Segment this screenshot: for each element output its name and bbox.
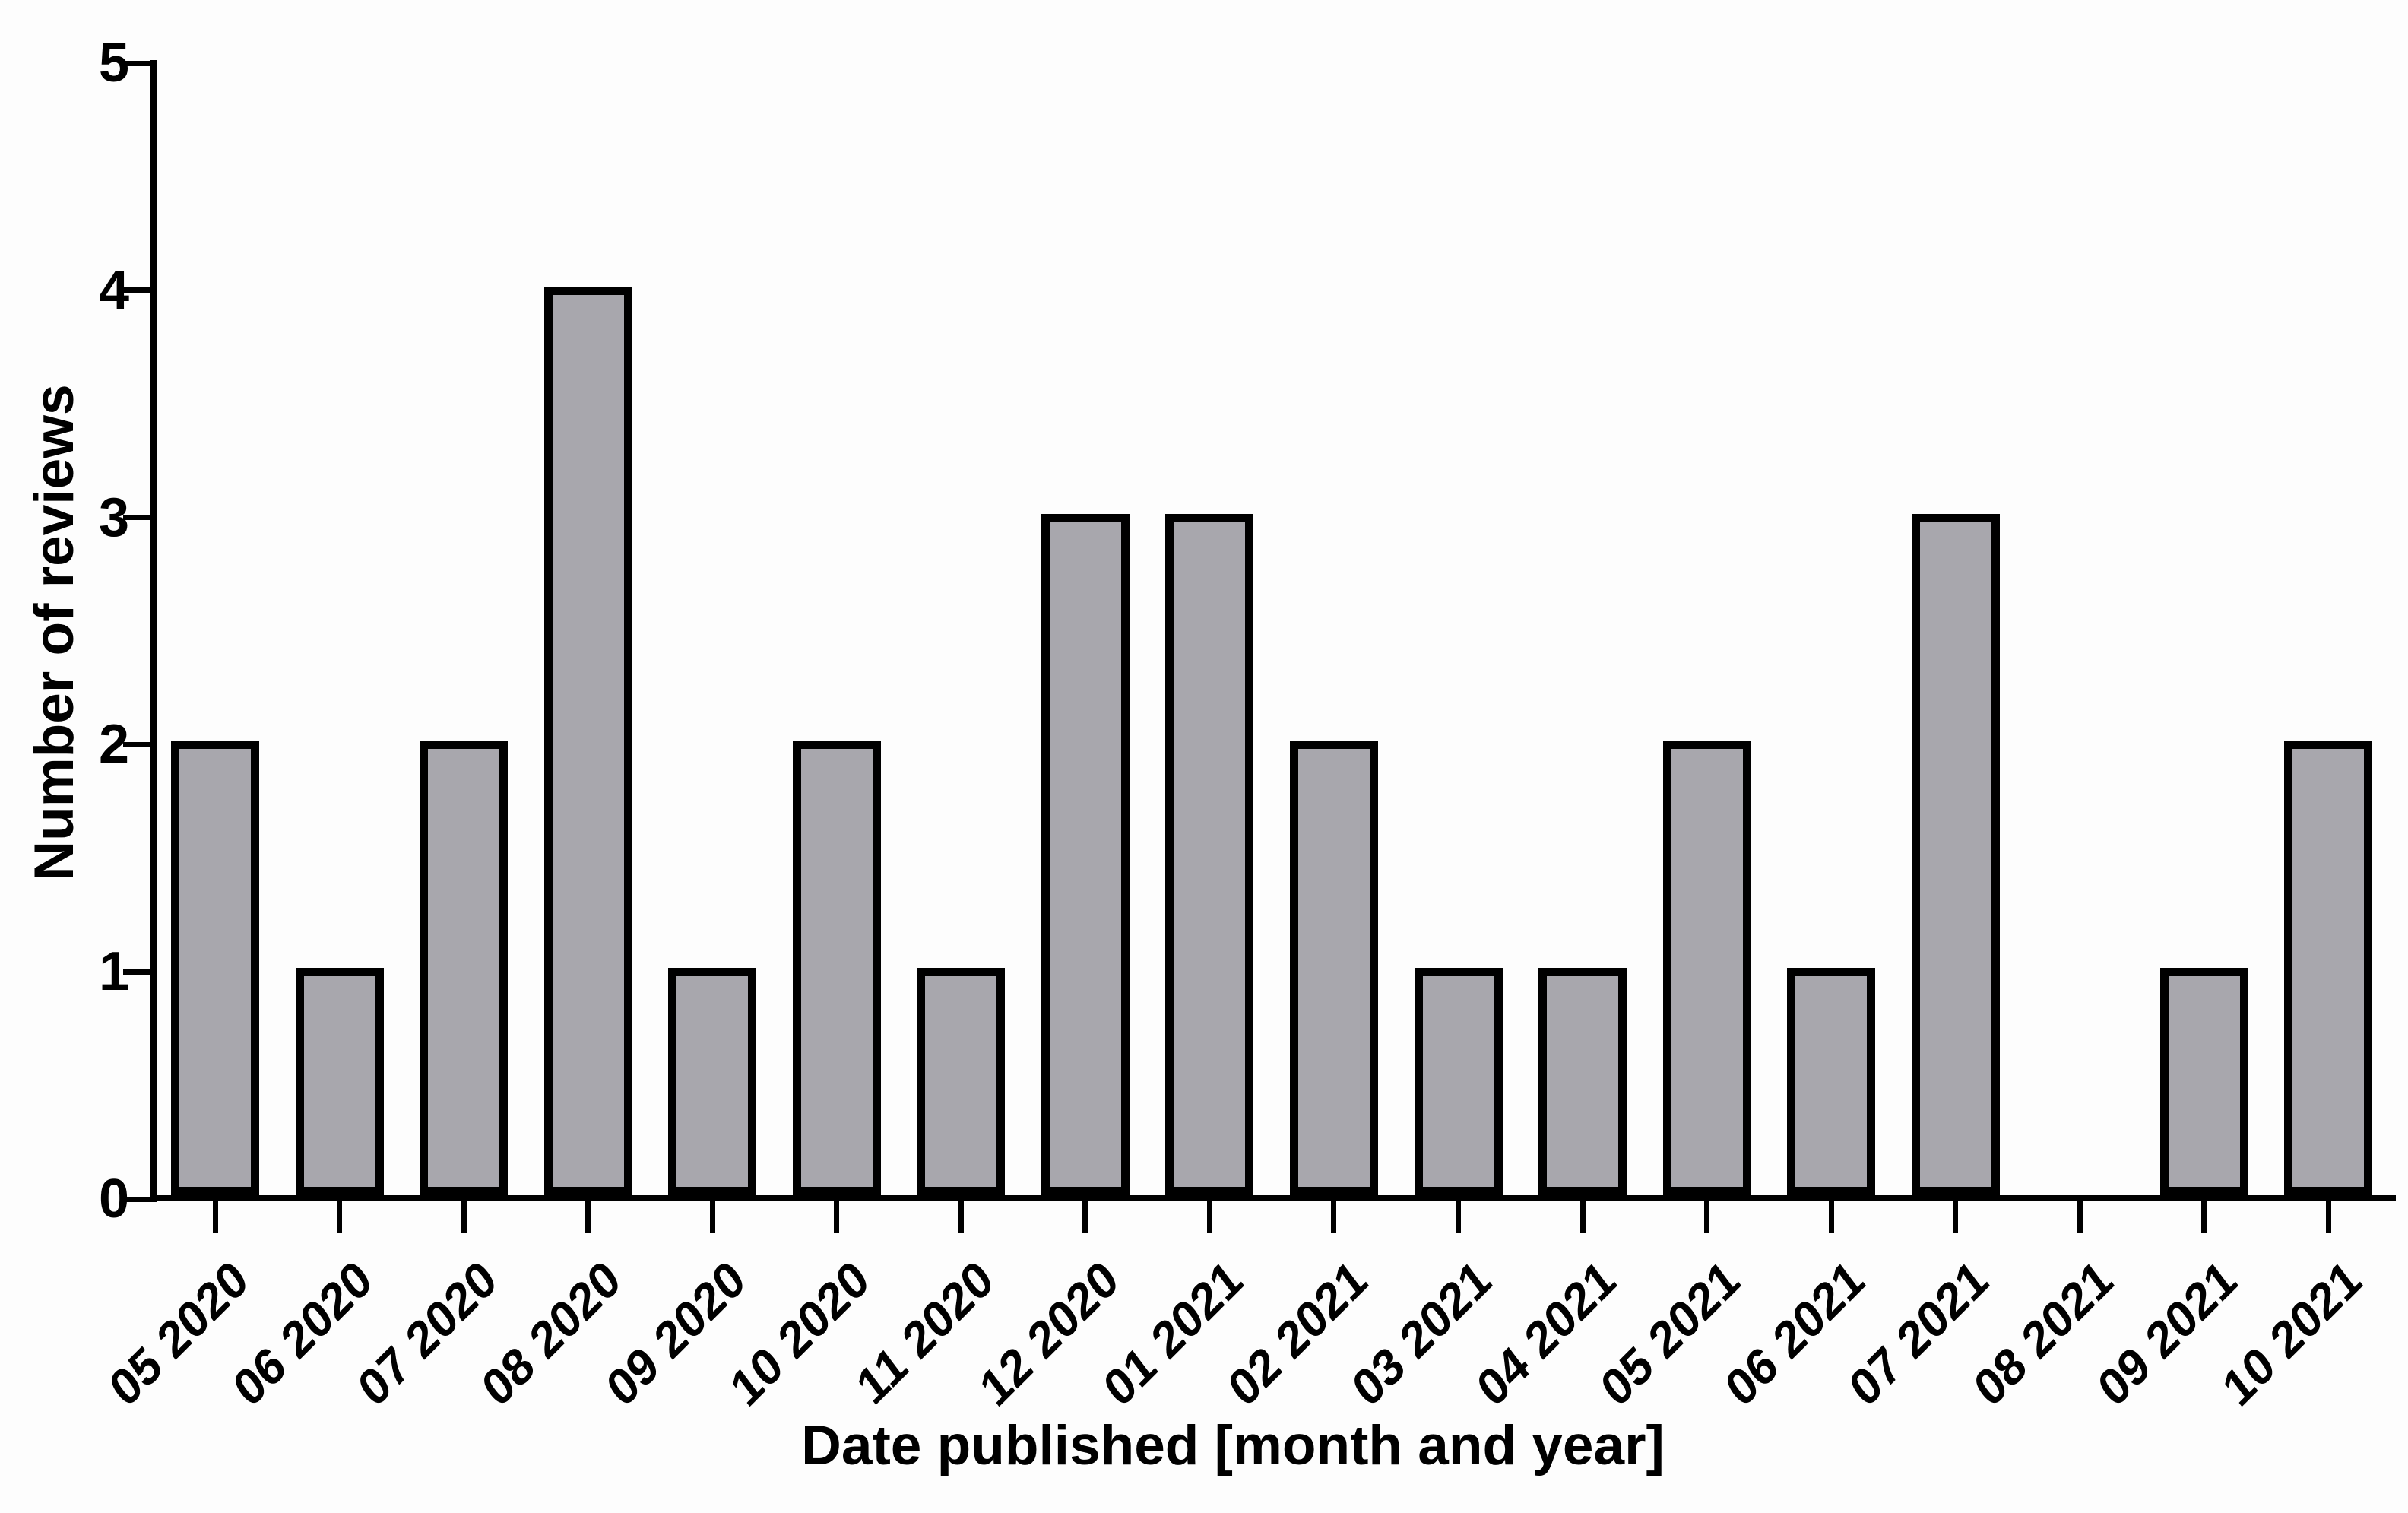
x-tick-label: 02 2021 bbox=[1218, 1248, 1377, 1418]
bar-02-2021 bbox=[1290, 741, 1378, 1195]
bar-12-2020 bbox=[1041, 514, 1130, 1195]
y-axis-line bbox=[150, 60, 157, 1201]
x-tick-label: 10 2020 bbox=[721, 1248, 879, 1418]
y-tick-label: 0 bbox=[98, 1169, 129, 1229]
x-tick-label: 09 2020 bbox=[597, 1248, 755, 1418]
x-tick-label: 06 2020 bbox=[223, 1248, 382, 1418]
x-tick bbox=[1953, 1201, 1959, 1233]
x-tick bbox=[709, 1201, 715, 1233]
bar-06-2021 bbox=[1787, 968, 1875, 1195]
bar-03-2021 bbox=[1415, 968, 1503, 1195]
x-tick bbox=[834, 1201, 840, 1233]
bar-05-2021 bbox=[1663, 741, 1751, 1195]
x-tick bbox=[1206, 1201, 1212, 1233]
x-tick-label: 03 2021 bbox=[1342, 1248, 1500, 1418]
bar-01-2021 bbox=[1165, 514, 1253, 1195]
bar-10-2020 bbox=[793, 741, 881, 1195]
x-tick bbox=[461, 1201, 467, 1233]
bar-06-2020 bbox=[296, 968, 384, 1195]
bar-08-2020 bbox=[544, 287, 632, 1195]
y-tick bbox=[123, 741, 157, 747]
bar-07-2020 bbox=[420, 741, 508, 1195]
x-tick-label: 05 2021 bbox=[1591, 1248, 1749, 1418]
y-tick bbox=[123, 515, 157, 521]
bar-10-2021 bbox=[2284, 741, 2372, 1195]
x-tick-label: 10 2021 bbox=[2213, 1248, 2371, 1418]
x-tick-label: 07 2021 bbox=[1839, 1248, 1998, 1418]
x-tick bbox=[1828, 1201, 1834, 1233]
x-tick bbox=[1579, 1201, 1586, 1233]
x-tick bbox=[2325, 1201, 2331, 1233]
x-tick-label: 06 2021 bbox=[1716, 1248, 1874, 1418]
x-axis-line bbox=[150, 1195, 2396, 1201]
bar-04-2021 bbox=[1538, 968, 1627, 1195]
y-tick-label: 2 bbox=[98, 714, 129, 776]
x-tick-label: 11 2020 bbox=[847, 1248, 1003, 1416]
x-tick bbox=[2201, 1201, 2207, 1233]
x-tick-label: 08 2020 bbox=[472, 1248, 630, 1418]
x-tick-label: 09 2021 bbox=[2088, 1248, 2247, 1418]
y-tick bbox=[123, 287, 157, 293]
x-tick bbox=[1331, 1201, 1337, 1233]
bar-09-2021 bbox=[2160, 968, 2248, 1195]
x-tick bbox=[337, 1201, 343, 1233]
y-tick bbox=[123, 969, 157, 975]
x-tick-label: 04 2021 bbox=[1467, 1248, 1625, 1418]
bar-07-2021 bbox=[1912, 514, 2000, 1195]
x-tick-label: 08 2021 bbox=[1964, 1248, 2122, 1418]
bar-09-2020 bbox=[668, 968, 756, 1195]
y-tick-label: 3 bbox=[98, 487, 129, 548]
y-tick bbox=[123, 60, 157, 66]
x-tick bbox=[1082, 1201, 1088, 1233]
x-tick bbox=[1456, 1201, 1461, 1233]
x-tick-label: 07 2020 bbox=[348, 1248, 506, 1418]
y-tick-label: 5 bbox=[98, 33, 129, 94]
x-tick bbox=[212, 1201, 218, 1233]
y-tick bbox=[123, 1196, 157, 1202]
x-tick-label: 01 2021 bbox=[1094, 1248, 1252, 1418]
x-tick bbox=[1704, 1201, 1710, 1233]
bar-11-2020 bbox=[917, 968, 1005, 1195]
x-tick bbox=[958, 1201, 964, 1233]
x-tick bbox=[585, 1201, 591, 1233]
x-tick bbox=[2077, 1201, 2083, 1233]
y-tick-label: 1 bbox=[98, 941, 129, 1003]
y-tick-label: 4 bbox=[98, 259, 129, 321]
x-tick-label: 05 2020 bbox=[99, 1248, 258, 1418]
x-tick-label: 12 2020 bbox=[969, 1248, 1128, 1418]
x-axis-title: Date published [month and year] bbox=[801, 1415, 1665, 1477]
bar-05-2020 bbox=[171, 741, 259, 1195]
